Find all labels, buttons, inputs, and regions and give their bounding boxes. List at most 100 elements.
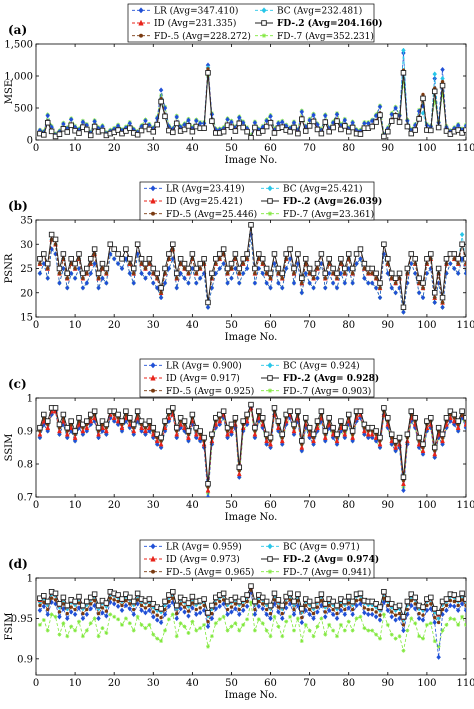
data-point: [370, 271, 374, 276]
data-point: [49, 596, 54, 600]
data-point: [115, 251, 121, 257]
data-point: [56, 421, 63, 428]
data-point: [287, 590, 293, 597]
data-point: [84, 418, 90, 424]
panel-label: (d): [8, 557, 28, 571]
data-point: [455, 428, 461, 434]
data-point: [311, 611, 316, 616]
legend-entry: FD-.7 (Avg=352.231): [277, 31, 374, 42]
data-point: [237, 280, 242, 286]
data-point: [132, 607, 136, 612]
data-point: [107, 241, 114, 247]
data-point: [182, 624, 187, 629]
data-point: [291, 124, 297, 131]
data-point: [260, 606, 265, 612]
data-point: [61, 602, 66, 606]
data-point: [439, 82, 446, 89]
legend-marker: [267, 362, 273, 369]
data-point: [189, 411, 196, 418]
data-point: [327, 603, 331, 608]
y-tick-label: 15: [20, 313, 33, 324]
data-point: [385, 596, 391, 602]
data-point: [338, 418, 344, 424]
data-point: [92, 616, 97, 621]
x-tick-label: 100: [417, 143, 436, 154]
data-point: [77, 601, 81, 605]
data-point: [123, 591, 129, 597]
data-point: [119, 265, 125, 272]
data-point: [295, 591, 301, 597]
data-point: [370, 628, 375, 633]
data-point: [382, 596, 386, 600]
data-point: [225, 611, 230, 618]
data-point: [134, 241, 141, 247]
legend-marker: [267, 185, 273, 192]
data-point: [224, 265, 231, 272]
data-point: [158, 444, 164, 451]
data-point: [116, 599, 120, 604]
data-point: [60, 251, 67, 257]
data-point: [381, 241, 387, 247]
data-point: [330, 265, 336, 272]
y-tick-label: 0: [27, 136, 33, 147]
data-point: [400, 474, 407, 480]
data-point: [57, 610, 62, 614]
data-point: [455, 418, 461, 424]
data-point: [358, 598, 363, 602]
data-point: [229, 275, 234, 281]
data-point: [302, 256, 309, 262]
plot-frame: [35, 397, 467, 498]
data-point: [310, 118, 317, 125]
data-point: [295, 616, 300, 621]
data-point: [218, 599, 222, 604]
data-point: [163, 628, 167, 633]
data-point: [100, 275, 105, 281]
legend-entry: FD-.5 (Avg= 0.925): [166, 386, 254, 397]
data-point: [452, 257, 456, 261]
data-point: [80, 615, 86, 622]
data-point: [158, 87, 164, 93]
data-point: [311, 285, 316, 291]
data-point: [447, 408, 454, 414]
data-point: [159, 93, 164, 98]
data-point: [111, 414, 117, 421]
data-point: [193, 424, 200, 431]
data-point: [263, 123, 270, 130]
data-point: [111, 408, 117, 414]
data-point: [455, 270, 461, 277]
data-point: [287, 128, 293, 135]
data-point: [279, 270, 286, 277]
data-point: [322, 601, 329, 607]
legend-marker: [150, 543, 156, 550]
data-point: [369, 123, 375, 130]
data-point: [366, 611, 371, 618]
data-point: [206, 619, 210, 624]
data-point: [326, 607, 332, 614]
data-point: [335, 611, 339, 616]
data-point: [45, 424, 51, 430]
data-point: [131, 427, 137, 434]
data-point: [388, 270, 395, 277]
data-point: [431, 444, 438, 451]
data-point: [275, 265, 282, 272]
data-point: [205, 610, 211, 616]
y-tick-label: 500: [14, 104, 33, 115]
data-point: [119, 418, 125, 424]
legend-entry: LR (Avg=347.410): [154, 6, 238, 17]
data-point: [229, 609, 234, 615]
data-point: [416, 441, 422, 447]
data-point: [322, 434, 328, 440]
data-point: [288, 614, 293, 619]
data-point: [236, 464, 243, 471]
data-point: [73, 266, 77, 271]
data-point: [390, 276, 394, 280]
data-point: [72, 434, 78, 440]
data-point: [334, 615, 340, 622]
data-point: [342, 424, 348, 431]
data-point: [280, 615, 285, 622]
data-point: [354, 260, 359, 267]
data-point: [45, 275, 50, 281]
data-point: [357, 246, 364, 252]
data-point: [416, 275, 422, 281]
data-point: [96, 276, 101, 280]
